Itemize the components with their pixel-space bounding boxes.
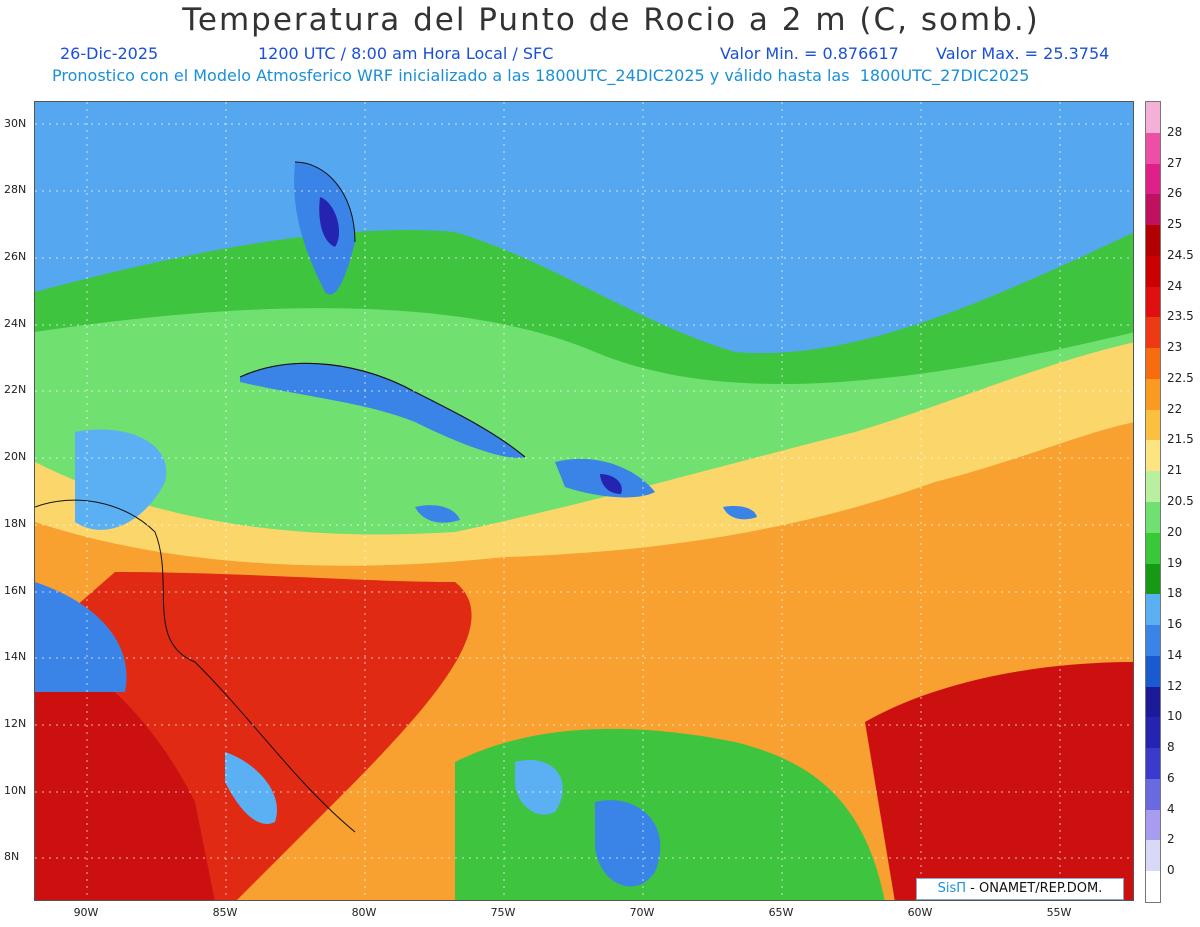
colorbar-tick-label: 22 xyxy=(1167,401,1183,416)
colorbar-segment xyxy=(1146,686,1160,718)
colorbar-segment xyxy=(1146,748,1160,780)
colorbar-tick-label: 2 xyxy=(1167,832,1175,847)
credit-box: SisΠ - ONAMET/REP.DOM. xyxy=(916,878,1124,900)
red-region-east xyxy=(865,662,1133,900)
lat-label-22n: 22N xyxy=(4,383,27,396)
lat-label-16n: 16N xyxy=(4,584,27,597)
colorbar-segment xyxy=(1146,225,1160,257)
colorbar-segment xyxy=(1146,471,1160,503)
colorbar-segment xyxy=(1146,809,1160,841)
colorbar-tick-label: 23 xyxy=(1167,340,1183,355)
colorbar-segment xyxy=(1146,871,1160,903)
colorbar-segment xyxy=(1146,840,1160,872)
colorbar-segment xyxy=(1146,163,1160,195)
colorbar-tick-label: 22.5 xyxy=(1167,370,1194,385)
lon-label-70w: 70W xyxy=(629,906,655,919)
valid-time: 1200 UTC / 8:00 am Hora Local / SFC xyxy=(258,44,554,63)
lon-label-75w: 75W xyxy=(490,906,516,919)
colorbar-tick-label: 27 xyxy=(1167,155,1183,170)
colorbar-tick-label: 24.5 xyxy=(1167,247,1194,262)
lon-label-55w: 55W xyxy=(1046,906,1072,919)
dewpoint-field xyxy=(35,102,1133,900)
lat-label-18n: 18N xyxy=(4,517,27,530)
colorbar-segment xyxy=(1146,378,1160,411)
colorbar-tick-label: 4 xyxy=(1167,801,1175,816)
colorbar-tick-label: 14 xyxy=(1167,647,1183,662)
lat-label-10n: 10N xyxy=(4,784,27,797)
lat-label-24n: 24N xyxy=(4,317,27,330)
lat-label-8n: 8N xyxy=(4,850,20,863)
puerto-rico xyxy=(723,506,757,520)
colorbar-tick-label: 8 xyxy=(1167,740,1175,755)
lon-label-85w: 85W xyxy=(212,906,238,919)
min-value: Valor Min. = 0.876617 xyxy=(720,44,899,63)
graticule xyxy=(35,102,1133,900)
jamaica xyxy=(415,505,460,523)
colorbar-tick-label: 21.5 xyxy=(1167,432,1194,447)
lat-label-28n: 28N xyxy=(4,183,27,196)
colorbar-segment xyxy=(1146,717,1160,749)
colorbar-segment xyxy=(1146,502,1160,534)
colorbar-tick-label: 24 xyxy=(1167,278,1183,293)
colorbar-segment xyxy=(1146,317,1160,349)
lat-label-20n: 20N xyxy=(4,450,27,463)
map-title: Temperatura del Punto de Rocio a 2 m (C,… xyxy=(182,2,1040,38)
dewpoint-map xyxy=(34,101,1134,901)
lat-label-12n: 12N xyxy=(4,717,27,730)
colorbar-segment xyxy=(1146,655,1160,688)
lon-label-65w: 65W xyxy=(768,906,794,919)
colorbar-segment xyxy=(1146,102,1160,134)
lon-label-90w: 90W xyxy=(73,906,99,919)
colorbar-tick-label: 12 xyxy=(1167,678,1183,693)
colorbar-segment xyxy=(1146,255,1160,288)
sispi-logo-text: SisΠ xyxy=(937,881,967,896)
colorbar-tick-label: 25 xyxy=(1167,217,1183,232)
colorbar-segment xyxy=(1146,440,1160,472)
south-america-green xyxy=(455,728,885,900)
colorbar-segment xyxy=(1146,625,1160,657)
valid-date: 26-Dic-2025 xyxy=(60,44,159,63)
lat-label-14n: 14N xyxy=(4,650,27,663)
lon-label-80w: 80W xyxy=(351,906,377,919)
lat-label-30n: 30N xyxy=(4,117,27,130)
colorbar-tick-label: 23.5 xyxy=(1167,309,1194,324)
colorbar-tick-label: 6 xyxy=(1167,770,1175,785)
colorbar-segment xyxy=(1146,594,1160,626)
colorbar-tick-label: 20.5 xyxy=(1167,494,1194,508)
colorbar-tick-label: 10 xyxy=(1167,709,1183,724)
colorbar-tick-label: 28 xyxy=(1167,124,1183,139)
lon-label-60w: 60W xyxy=(907,906,933,919)
colorbar-segment xyxy=(1146,348,1160,380)
colorbar-segment xyxy=(1146,563,1160,595)
colorbar-segment xyxy=(1146,194,1160,226)
cuba xyxy=(240,363,525,458)
yucatan-blue xyxy=(75,429,167,530)
colorbar-tick-label: 19 xyxy=(1167,555,1183,570)
colorbar-tick-label: 0 xyxy=(1167,863,1175,878)
colorbar-segment xyxy=(1146,778,1160,811)
colorbar-segment xyxy=(1146,132,1160,165)
colorbar-tick-label: 26 xyxy=(1167,186,1183,201)
colorbar xyxy=(1145,101,1161,903)
colorbar-tick-label: 21 xyxy=(1167,463,1183,478)
max-value: Valor Max. = 25.3754 xyxy=(936,44,1110,63)
lat-label-26n: 26N xyxy=(4,250,27,263)
credit-org: - ONAMET/REP.DOM. xyxy=(966,881,1103,896)
colorbar-tick-label: 20 xyxy=(1167,524,1183,539)
colorbar-tick-label: 18 xyxy=(1167,586,1183,601)
colorbar-tick-label: 16 xyxy=(1167,617,1183,632)
forecast-info: Pronostico con el Modelo Atmosferico WRF… xyxy=(52,66,1030,85)
colorbar-segment xyxy=(1146,286,1160,318)
colorbar-segment xyxy=(1146,409,1160,441)
colorbar-segment xyxy=(1146,532,1160,565)
